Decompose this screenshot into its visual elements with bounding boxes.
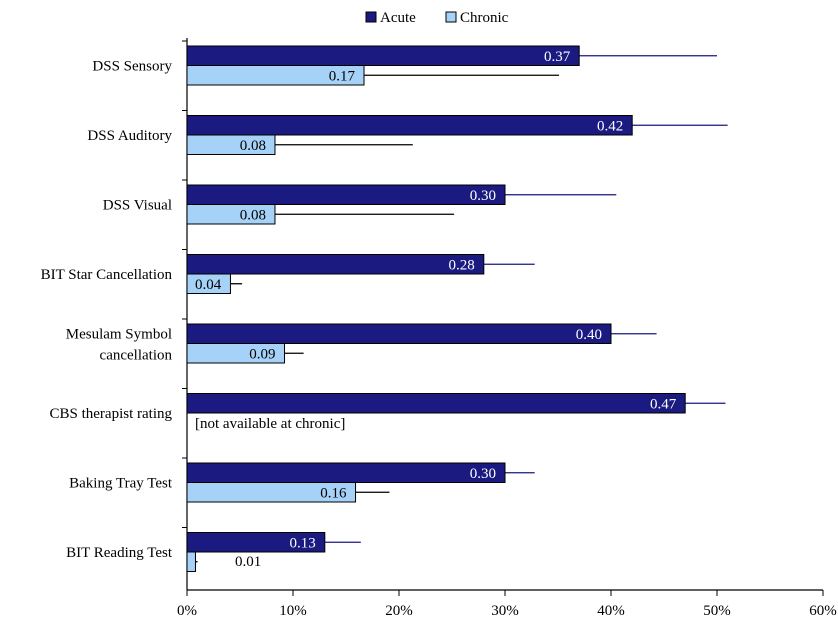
bar-acute bbox=[186, 393, 686, 414]
bar-chronic bbox=[186, 273, 231, 294]
bar-acute bbox=[186, 115, 633, 136]
bar-acute bbox=[186, 532, 326, 553]
data-label: 0.28 bbox=[449, 257, 475, 273]
bar-chronic bbox=[186, 65, 365, 86]
data-label: 0.30 bbox=[470, 466, 496, 482]
bar-chronic bbox=[186, 551, 196, 572]
x-tick-label: 10% bbox=[279, 603, 307, 619]
legend-swatch-acute bbox=[365, 11, 377, 23]
data-label: 0.47 bbox=[650, 396, 677, 412]
bar-acute bbox=[186, 323, 612, 344]
data-label: 0.01 bbox=[235, 554, 261, 570]
bar-acute bbox=[186, 254, 485, 275]
legend-swatch-chronic bbox=[445, 11, 457, 23]
category-label: CBS therapist rating bbox=[50, 406, 173, 422]
legend-label-chronic: Chronic bbox=[460, 10, 509, 26]
bar-chronic bbox=[186, 482, 357, 503]
data-label: 0.37 bbox=[544, 49, 571, 65]
category-label: DSS Auditory bbox=[87, 128, 172, 144]
x-tick-label: 40% bbox=[597, 603, 625, 619]
category-label: BIT Reading Test bbox=[66, 545, 173, 561]
bar-chronic bbox=[186, 343, 286, 364]
data-label: 0.17 bbox=[329, 68, 356, 84]
data-label: 0.16 bbox=[320, 485, 347, 501]
category-label: DSS Visual bbox=[103, 198, 172, 214]
bar-acute bbox=[186, 45, 580, 66]
bar-acute bbox=[186, 462, 506, 483]
category-label: cancellation bbox=[100, 348, 173, 364]
data-label: 0.08 bbox=[240, 138, 266, 154]
bar-chronic bbox=[186, 134, 276, 155]
data-label: 0.30 bbox=[470, 188, 496, 204]
category-label: DSS Sensory bbox=[92, 59, 172, 75]
legend-label-acute: Acute bbox=[380, 10, 416, 26]
x-tick-label: 30% bbox=[491, 603, 519, 619]
data-label: 0.04 bbox=[195, 277, 222, 293]
data-label: 0.09 bbox=[249, 346, 275, 362]
x-tick-label: 50% bbox=[703, 603, 731, 619]
data-label: 0.13 bbox=[290, 535, 316, 551]
x-tick-label: 0% bbox=[177, 603, 197, 619]
category-label: BIT Star Cancellation bbox=[41, 267, 173, 283]
not-available-annotation: [not available at chronic] bbox=[195, 416, 345, 432]
bar-acute bbox=[186, 184, 506, 205]
category-label: Baking Tray Test bbox=[69, 476, 173, 492]
x-tick-label: 60% bbox=[809, 603, 837, 619]
bar-chronic bbox=[186, 204, 276, 225]
data-label: 0.40 bbox=[576, 327, 602, 343]
data-label: 0.42 bbox=[597, 118, 623, 134]
category-label: Mesulam Symbol bbox=[66, 327, 172, 343]
x-tick-label: 20% bbox=[385, 603, 413, 619]
data-label: 0.08 bbox=[240, 207, 266, 223]
